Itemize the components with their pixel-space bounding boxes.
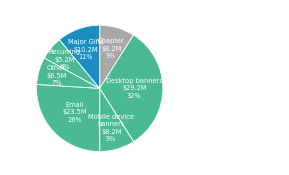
Wedge shape <box>60 25 100 88</box>
Wedge shape <box>100 88 134 152</box>
Text: Mobile device
banners
$8.2M
9%: Mobile device banners $8.2M 9% <box>88 114 134 142</box>
Wedge shape <box>36 84 100 152</box>
Text: Other
$6.5M
7%: Other $6.5M 7% <box>46 65 66 86</box>
Wedge shape <box>37 58 100 88</box>
Text: Desktop banners
$29.2M
32%: Desktop banners $29.2M 32% <box>106 78 163 99</box>
Wedge shape <box>44 40 100 88</box>
Wedge shape <box>100 35 163 142</box>
Text: Recurring
$5.2M
6%: Recurring $5.2M 6% <box>49 49 81 70</box>
Wedge shape <box>100 25 134 88</box>
Text: Email
$23.5M
26%: Email $23.5M 26% <box>62 102 87 122</box>
Text: Major Gifts
$10.2M
11%: Major Gifts $10.2M 11% <box>68 39 104 60</box>
Text: Chapter
$8.2M
9%: Chapter $8.2M 9% <box>98 38 125 59</box>
